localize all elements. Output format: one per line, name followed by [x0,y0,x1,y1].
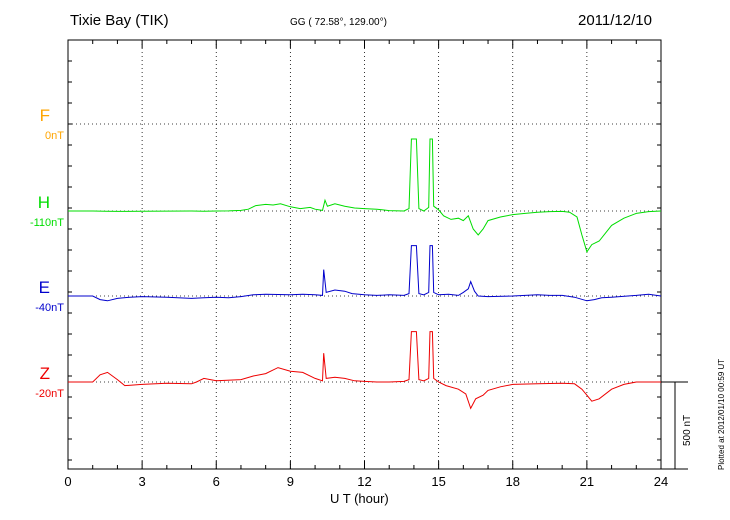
station-title: Tixie Bay (TIK) [70,12,169,29]
series-line-z [68,331,661,410]
plotted-timestamp: Plotted at 2012/01/10 00:59 UT [717,358,726,470]
component-label-z: Z [39,364,50,383]
x-tick-label: 12 [357,474,371,489]
component-baseline-h: -110nT [29,217,64,229]
x-tick-label: 21 [580,474,594,489]
component-label-f: F [39,106,50,125]
series-line-h [68,138,662,253]
x-axis-label: U T (hour) [330,491,389,506]
component-label-e: E [38,278,50,297]
x-tick-label: 15 [431,474,445,489]
observation-date: 2011/12/10 [578,12,652,29]
x-tick-label: 9 [287,474,294,489]
component-baseline-f: 0nT [45,130,64,142]
series-line-e [68,245,662,302]
x-tick-label: 18 [506,474,520,489]
station-coordinates: GG ( 72.58°, 129.00°) [290,17,387,28]
component-baseline-e: -40nT [35,302,64,314]
component-label-h: H [37,193,50,212]
scale-bar-label: 500 nT [682,414,693,446]
x-tick-label: 24 [654,474,668,489]
x-tick-label: 3 [139,474,146,489]
x-tick-label: 0 [64,474,71,489]
x-tick-label: 6 [213,474,220,489]
component-baseline-z: -20nT [35,388,64,400]
